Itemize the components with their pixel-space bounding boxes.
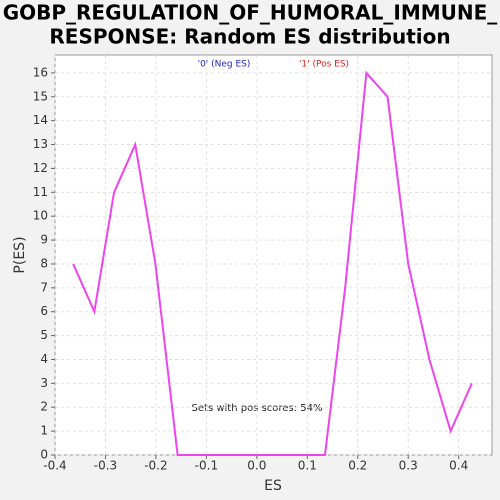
x-tick-label: -0.2 xyxy=(144,459,167,473)
y-tick-label: 2 xyxy=(40,400,48,414)
y-tick-label: 12 xyxy=(33,161,48,175)
y-tick-label: 14 xyxy=(33,113,48,127)
y-tick-label: 10 xyxy=(33,209,48,223)
x-tick-label: 0.1 xyxy=(298,459,317,473)
y-tick-label: 11 xyxy=(33,185,48,199)
y-tick-label: 7 xyxy=(40,280,48,294)
y-tick-label: 0 xyxy=(40,448,48,462)
x-tick-label: 0.4 xyxy=(449,459,468,473)
annotation: Sets with pos scores: 54% xyxy=(192,403,323,414)
legend-entry: '1' (Pos ES) xyxy=(299,60,349,70)
series-line xyxy=(72,70,473,456)
x-tick-label: -0.1 xyxy=(195,459,218,473)
x-tick-label: 0.2 xyxy=(348,459,367,473)
y-tick-label: 8 xyxy=(40,256,48,270)
y-tick-label: 16 xyxy=(33,65,48,79)
y-tick-label: 6 xyxy=(40,304,48,318)
plot-area xyxy=(54,54,493,456)
y-tick-label: 15 xyxy=(33,89,48,103)
y-tick-label: 1 xyxy=(40,424,48,438)
y-axis-label: P(ES) xyxy=(12,236,28,273)
y-tick-label: 4 xyxy=(40,352,48,366)
x-tick-label: 0.3 xyxy=(399,459,418,473)
chart-title: RESPONSE: Random ES distribution xyxy=(49,25,450,49)
x-tick-label: -0.4 xyxy=(43,459,66,473)
x-tick-label: 0.0 xyxy=(247,459,266,473)
chart-title: GOBP_REGULATION_OF_HUMORAL_IMMUNE_ xyxy=(3,1,498,25)
y-tick-label: 5 xyxy=(40,328,48,342)
y-tick-label: 13 xyxy=(33,137,48,151)
x-axis-label: ES xyxy=(264,478,282,494)
y-tick-label: 3 xyxy=(40,376,48,390)
x-tick-label: -0.3 xyxy=(94,459,117,473)
y-tick-label: 9 xyxy=(40,233,48,247)
legend-entry: '0' (Neg ES) xyxy=(198,60,251,70)
